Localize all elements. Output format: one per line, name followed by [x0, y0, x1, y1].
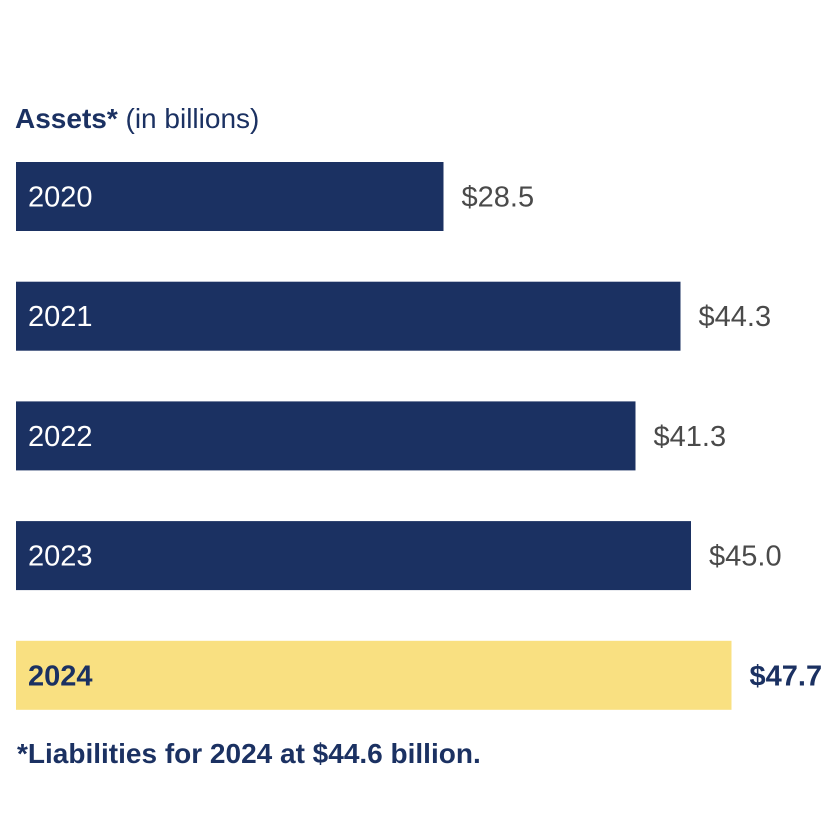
value-label-2020: $28.5: [462, 182, 535, 214]
bar-2021: [16, 281, 681, 351]
bar-label-2020: 2020: [28, 182, 93, 214]
chart-title-unit: (in billions): [117, 103, 260, 134]
bar-label-2021: 2021: [28, 301, 93, 333]
footnote: *Liabilities for 2024 at $44.6 billion.: [17, 738, 481, 769]
bar-2023: [16, 521, 691, 591]
bar-2020: [16, 162, 444, 231]
value-label-2023: $45.0: [709, 541, 782, 573]
bar-2024: [16, 640, 732, 710]
bar-label-2022: 2022: [28, 421, 93, 453]
chart-title: Assets* (in billions): [15, 103, 259, 135]
value-label-2022: $41.3: [654, 421, 727, 453]
bar-2022: [16, 401, 636, 471]
bar-label-2023: 2023: [28, 541, 93, 573]
value-label-2024: $47.7: [750, 660, 823, 692]
chart-title-bold: Assets*: [15, 103, 118, 134]
bar-label-2024: 2024: [28, 660, 93, 692]
value-label-2021: $44.3: [699, 301, 772, 333]
